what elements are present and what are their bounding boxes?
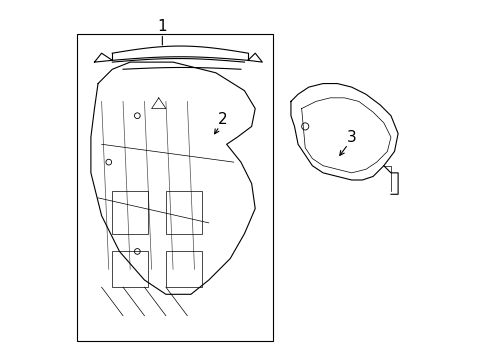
Bar <box>112 251 148 287</box>
Bar <box>77 33 272 341</box>
Bar <box>165 251 201 287</box>
Text: 3: 3 <box>346 130 356 145</box>
Text: 2: 2 <box>218 112 227 127</box>
Text: 1: 1 <box>157 19 167 34</box>
Bar <box>165 191 201 234</box>
Bar <box>112 191 148 234</box>
